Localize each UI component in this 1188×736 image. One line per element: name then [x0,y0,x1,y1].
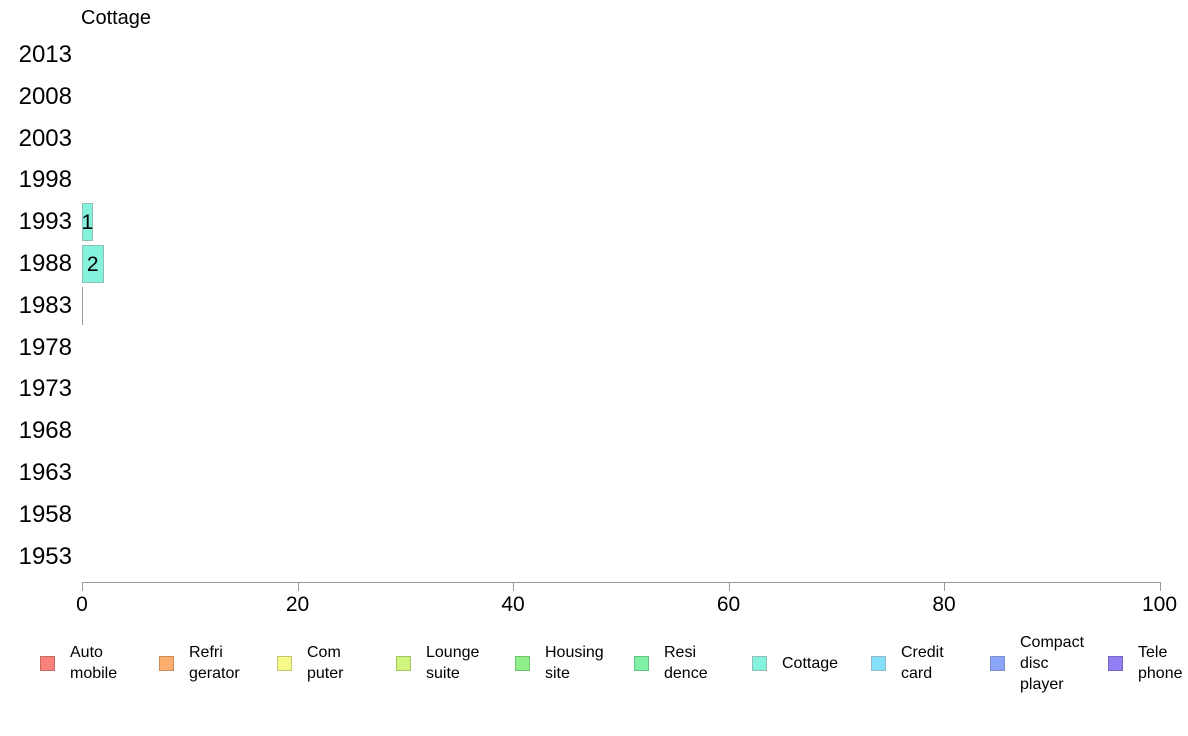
legend-swatch [990,655,1005,671]
legend-label: Compact disc player [1020,633,1085,693]
legend-label: Auto mobile [70,644,118,682]
x-axis-tick [1159,582,1161,591]
legend-item: Refri gerator [159,618,240,708]
x-axis-tick [82,582,83,591]
legend-item: Cottage [752,618,838,708]
legend-item: Housing site [515,618,604,708]
x-axis-tick-label: 20 [285,593,310,616]
x-axis-tick [944,582,945,591]
x-axis-tick [297,582,299,591]
x-axis-tick-label: 60 [716,593,741,616]
x-axis-tick-label: 80 [932,593,956,616]
y-tick-label: 1973 [18,375,72,403]
x-axis-tick [513,582,514,591]
legend-item: Compact disc player [990,618,1084,708]
legend-item: Com puter [277,618,343,708]
x-axis-tick-label: 40 [501,593,525,616]
y-tick-label: 2003 [18,124,72,152]
y-tick-label: 1983 [18,291,72,319]
x-axis-tick-label: 0 [76,593,88,616]
bar-value-label: 2 [86,252,99,276]
x-axis-line [82,582,1161,583]
legend-swatch [159,655,174,671]
legend-item: Resi dence [634,618,708,708]
legend-swatch [515,655,530,671]
legend-label: Tele phone [1138,644,1183,682]
y-tick-label: 2008 [18,82,72,110]
bar-zero-width [82,286,83,325]
bar: 1 [81,203,94,242]
y-tick-label: 1993 [18,208,72,236]
y-tick-label: 1963 [18,459,72,486]
chart-title: Cottage [81,7,152,29]
y-tick-label: 1968 [18,417,72,445]
legend-swatch [396,655,411,671]
legend-swatch [752,655,767,671]
x-axis-tick [728,582,730,591]
legend-item: Auto mobile [40,618,117,708]
y-tick-label: 1958 [18,500,72,528]
legend-label: Credit card [901,644,944,682]
y-tick-label: 1988 [18,250,72,277]
y-tick-label: 1978 [18,333,72,361]
legend-swatch [40,655,55,671]
y-tick-label: 1953 [18,542,72,570]
bar-value-label: 1 [81,210,94,234]
legend-item: Credit card [871,618,944,708]
legend-swatch [871,655,886,671]
legend-label: Housing site [545,644,604,682]
legend-item: Tele phone [1108,618,1183,708]
legend-label: Resi dence [664,644,708,682]
y-tick-label: 1998 [18,166,72,194]
legend-item: Lounge suite [396,618,479,708]
legend-swatch [634,655,649,671]
bar: 2 [82,245,104,283]
y-tick-label: 2013 [18,41,72,68]
legend-swatch [1108,655,1123,671]
legend-swatch [277,655,292,671]
x-axis-tick-label: 100 [1141,593,1178,616]
legend-label: Lounge suite [426,644,480,682]
legend-label: Refri gerator [189,644,240,682]
legend-label: Com puter [307,644,344,682]
legend-label: Cottage [782,654,839,672]
